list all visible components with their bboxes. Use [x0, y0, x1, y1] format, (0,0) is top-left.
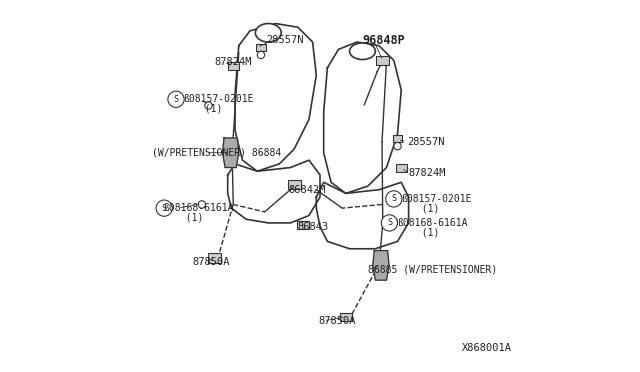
- Circle shape: [392, 194, 399, 202]
- Text: 87850A: 87850A: [193, 257, 230, 267]
- Bar: [393, 135, 403, 142]
- Polygon shape: [223, 138, 239, 167]
- Text: (1): (1): [193, 103, 222, 113]
- Circle shape: [386, 191, 402, 207]
- Text: S: S: [173, 95, 179, 104]
- Ellipse shape: [349, 43, 376, 60]
- Text: 86843: 86843: [298, 222, 329, 232]
- Bar: [376, 56, 389, 65]
- Circle shape: [198, 201, 205, 208]
- Text: X868001A: X868001A: [462, 343, 512, 353]
- Circle shape: [390, 218, 397, 225]
- Circle shape: [156, 200, 172, 216]
- Bar: [396, 164, 407, 172]
- Bar: [298, 221, 309, 229]
- Circle shape: [168, 91, 184, 108]
- Bar: [228, 62, 239, 70]
- Circle shape: [381, 215, 397, 231]
- Text: (W/PRETENSIONER) 86884: (W/PRETENSIONER) 86884: [152, 148, 281, 158]
- Text: S: S: [162, 203, 166, 213]
- Text: 86842M: 86842M: [289, 185, 326, 195]
- Text: 87824M: 87824M: [408, 168, 446, 178]
- Bar: [340, 313, 352, 321]
- Text: ß08168-6161A: ß08168-6161A: [397, 218, 468, 228]
- Text: ß08168-6161A: ß08168-6161A: [163, 203, 234, 213]
- Text: 96848P: 96848P: [362, 33, 405, 46]
- Polygon shape: [372, 251, 389, 280]
- Circle shape: [205, 102, 212, 109]
- Text: (1): (1): [174, 212, 204, 222]
- Bar: [287, 180, 301, 189]
- Text: ß08157-0201E: ß08157-0201E: [401, 194, 472, 204]
- Bar: [208, 253, 221, 263]
- Bar: [256, 44, 266, 51]
- Text: (1): (1): [410, 203, 440, 213]
- Circle shape: [257, 51, 264, 59]
- Text: S: S: [391, 195, 396, 203]
- Text: 87824M: 87824M: [215, 57, 252, 67]
- Text: 28557N: 28557N: [266, 35, 304, 45]
- Circle shape: [394, 142, 401, 150]
- Text: (1): (1): [410, 227, 440, 237]
- Text: 86885 (W/PRETENSIONER): 86885 (W/PRETENSIONER): [368, 264, 497, 274]
- Text: S: S: [387, 218, 392, 227]
- Text: 28557N: 28557N: [407, 137, 444, 147]
- Text: ß08157-0201E: ß08157-0201E: [184, 94, 254, 104]
- Ellipse shape: [255, 23, 281, 42]
- Text: 87850A: 87850A: [318, 316, 356, 326]
